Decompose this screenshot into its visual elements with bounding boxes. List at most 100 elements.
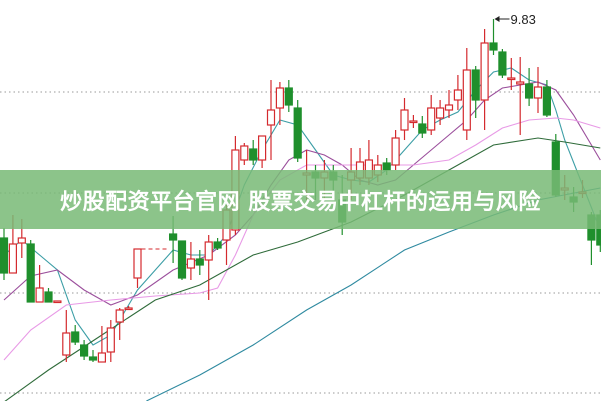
candle [204, 235, 213, 300]
candle [489, 19, 498, 55]
candle [240, 143, 249, 165]
candle [124, 306, 133, 311]
candle [400, 98, 409, 140]
candle [195, 250, 204, 275]
candle-body [249, 148, 258, 161]
candle-body [542, 86, 552, 116]
candle-body [0, 237, 9, 274]
candle-body [391, 137, 400, 166]
arrow-icon [494, 16, 500, 22]
candle-body [480, 42, 489, 101]
candle-body [453, 89, 462, 101]
candle [409, 115, 418, 128]
candle-body [436, 107, 445, 119]
candle-body [124, 307, 133, 311]
candle-body [71, 331, 80, 343]
candle-body [400, 109, 409, 131]
candle-body [382, 162, 391, 171]
candle-body [516, 81, 525, 85]
candle [115, 308, 124, 340]
candle-body [507, 77, 516, 81]
article-title: 炒股配资平台官网 股票交易中杠杆的运用与风险 [60, 189, 541, 215]
candle-body [266, 109, 276, 126]
candle [542, 80, 552, 117]
candle-body [97, 352, 107, 363]
candle-body [44, 291, 53, 303]
candle-body [471, 69, 480, 101]
candle [444, 90, 454, 118]
candle [53, 300, 62, 304]
candle [266, 80, 276, 160]
candle-body [275, 87, 284, 109]
candle [498, 49, 507, 78]
annotation-label: 9.83 [511, 12, 536, 27]
candle [507, 58, 516, 90]
candle [71, 325, 80, 345]
candle-body [240, 145, 249, 161]
candle [462, 48, 471, 140]
candle-body [524, 83, 534, 99]
candle-body [533, 86, 543, 99]
candle [62, 310, 71, 362]
candle [106, 320, 115, 362]
candle-body [26, 243, 35, 303]
moving-average-line [3, 67, 601, 346]
candle-body [53, 300, 62, 304]
candle [524, 68, 534, 106]
candle-body [79, 344, 89, 357]
candle [471, 66, 480, 118]
candle-body [427, 107, 436, 131]
candle [133, 248, 142, 288]
candle [35, 265, 44, 303]
candle-body [62, 332, 71, 356]
candle-body [186, 258, 195, 269]
candle [26, 240, 35, 303]
candle [427, 95, 436, 135]
candle-body [498, 51, 507, 76]
candle [258, 135, 267, 168]
candle-body [35, 287, 44, 303]
candle [418, 116, 427, 138]
candle [284, 80, 293, 112]
title-banner: 炒股配资平台官网 股票交易中杠杆的运用与风险 [0, 170, 601, 229]
candle-body [169, 233, 178, 241]
candle-body [177, 240, 187, 279]
candle [88, 350, 98, 362]
candle-body [8, 243, 17, 274]
candle [97, 326, 107, 363]
candle-body [258, 135, 267, 161]
candle [391, 130, 400, 170]
candle-body [444, 104, 454, 111]
candle-body [462, 69, 471, 131]
candle [275, 82, 284, 125]
candle-body [88, 356, 98, 361]
candle [213, 238, 222, 250]
candle [533, 67, 543, 113]
high-annotation: 9.83 [494, 12, 536, 27]
candle [436, 100, 445, 125]
candle-body [115, 309, 124, 323]
candle [516, 57, 525, 135]
candle-body [195, 258, 204, 266]
candle-body [106, 327, 115, 353]
moving-average-line [3, 117, 601, 361]
candle-body [133, 248, 142, 279]
candle-body [213, 241, 222, 249]
candle [186, 242, 195, 280]
candle-body [418, 123, 427, 134]
candle-body [204, 241, 213, 261]
candle-body [293, 107, 302, 159]
candle [480, 29, 489, 130]
candle [177, 240, 187, 280]
candle-body [284, 87, 293, 106]
candle [249, 140, 258, 165]
candle-body [489, 42, 498, 51]
candle [293, 100, 302, 162]
candle [79, 340, 89, 360]
candle [453, 75, 462, 110]
candle-body [17, 237, 26, 244]
candle [0, 228, 9, 280]
candle [44, 288, 53, 303]
candle-body [409, 120, 418, 124]
